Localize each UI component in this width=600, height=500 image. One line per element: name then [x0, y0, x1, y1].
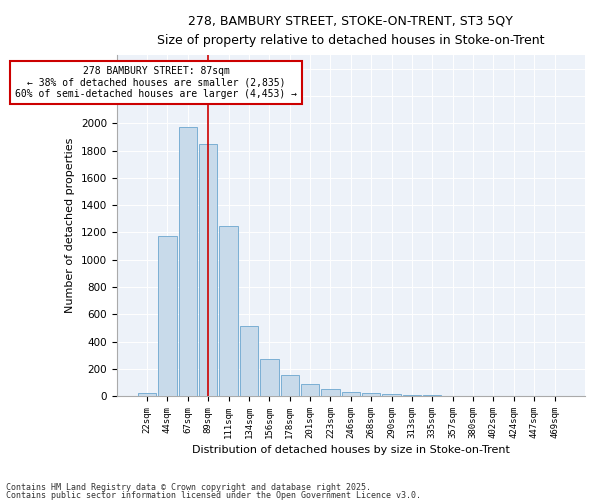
Bar: [382, 394, 401, 396]
Text: Contains public sector information licensed under the Open Government Licence v3: Contains public sector information licen…: [6, 490, 421, 500]
Bar: [199, 144, 217, 396]
Bar: [281, 375, 299, 396]
Bar: [138, 392, 156, 396]
Bar: [341, 392, 360, 396]
Text: Contains HM Land Registry data © Crown copyright and database right 2025.: Contains HM Land Registry data © Crown c…: [6, 484, 371, 492]
Bar: [301, 384, 319, 396]
Bar: [362, 392, 380, 396]
Bar: [240, 326, 258, 396]
Bar: [158, 236, 176, 396]
Title: 278, BAMBURY STREET, STOKE-ON-TRENT, ST3 5QY
Size of property relative to detach: 278, BAMBURY STREET, STOKE-ON-TRENT, ST3…: [157, 15, 545, 47]
Bar: [260, 358, 278, 396]
Y-axis label: Number of detached properties: Number of detached properties: [65, 138, 75, 314]
X-axis label: Distribution of detached houses by size in Stoke-on-Trent: Distribution of detached houses by size …: [192, 445, 510, 455]
Text: 278 BAMBURY STREET: 87sqm
← 38% of detached houses are smaller (2,835)
60% of se: 278 BAMBURY STREET: 87sqm ← 38% of detac…: [15, 66, 297, 99]
Bar: [403, 395, 421, 396]
Bar: [321, 390, 340, 396]
Bar: [179, 126, 197, 396]
Bar: [220, 226, 238, 396]
